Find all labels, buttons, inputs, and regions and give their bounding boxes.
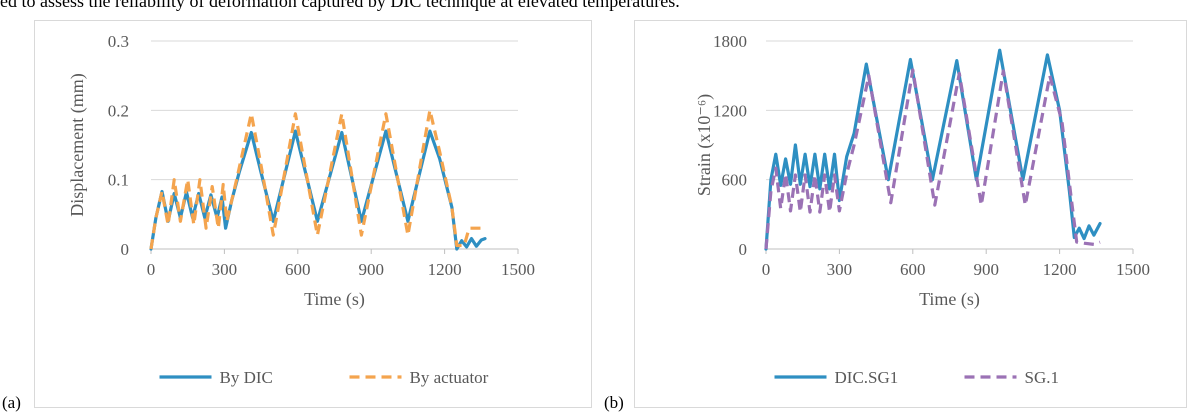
y-tick-label: 600 [722, 171, 748, 190]
x-tick-label: 1200 [428, 260, 462, 279]
y-axis-title: Strain (x10⁻⁶) [694, 94, 715, 196]
x-axis-title: Time (s) [919, 289, 980, 310]
x-tick-label: 300 [827, 260, 853, 279]
y-tick-label: 0 [121, 240, 130, 259]
legend-label: SG.1 [1025, 368, 1059, 387]
caption-fragment: ed to assess the reliability of deformat… [0, 0, 680, 11]
x-tick-label: 1200 [1043, 260, 1077, 279]
strain-chart: 0 600 1200 1800 0 300 600 900 1200 1500 Time (s) St… [694, 32, 1150, 387]
legend-label: By DIC [220, 368, 273, 387]
panel-label-b: (b) [604, 393, 624, 412]
displacement-chart: 0 0.1 0.2 0.3 0 300 600 900 1200 1500 Time (s) Disp… [67, 32, 535, 387]
x-tick-label: 300 [212, 260, 238, 279]
x-tick-label: 900 [973, 260, 999, 279]
y-tick-label: 0.1 [108, 171, 129, 190]
x-tick-label: 600 [285, 260, 311, 279]
y-tick-label: 0.3 [108, 32, 129, 51]
x-tick-label: 0 [147, 260, 156, 279]
y-tick-label: 1800 [713, 32, 747, 51]
y-tick-label: 0 [739, 240, 748, 259]
legend-label: DIC.SG1 [835, 368, 899, 387]
x-tick-label: 900 [358, 260, 384, 279]
y-tick-label: 0.2 [108, 101, 129, 120]
y-axis-title: Displacement (mm) [67, 73, 88, 216]
legend-label: By actuator [410, 368, 489, 387]
x-tick-label: 1500 [1116, 260, 1150, 279]
x-axis-title: Time (s) [304, 289, 365, 310]
x-tick-label: 1500 [501, 260, 535, 279]
series-line-2 [149, 108, 485, 250]
chart-panel-b: 0 600 1200 1800 0 300 600 900 1200 1500 Time (s) St… [634, 20, 1187, 408]
panel-label-a: (a) [2, 393, 21, 412]
x-tick-label: 600 [900, 260, 926, 279]
y-tick-label: 1200 [713, 101, 747, 120]
chart-panel-a: 0 0.1 0.2 0.3 0 300 600 900 1200 1500 Time (s) Disp… [34, 20, 592, 408]
x-tick-label: 0 [762, 260, 771, 279]
